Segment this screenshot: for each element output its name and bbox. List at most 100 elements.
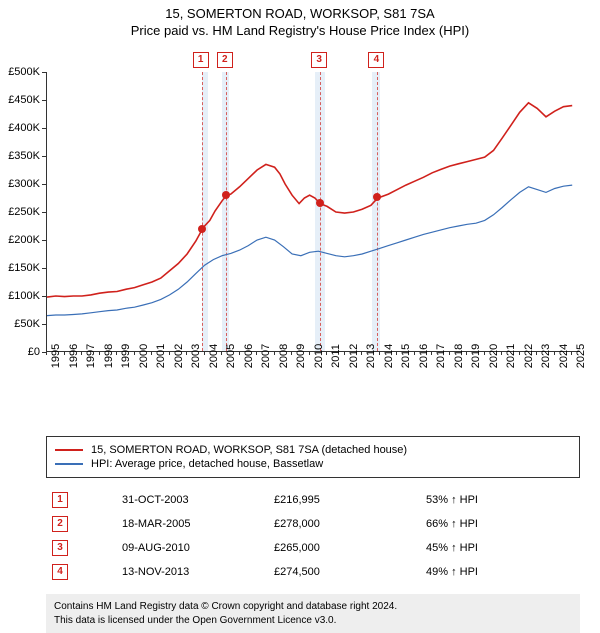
sale-number-badge: 3 [52,540,68,556]
sale-hpi-delta: 66% ↑ HPI [420,512,580,536]
table-row: 3 09-AUG-2010£265,00045% ↑ HPI [46,536,580,560]
y-axis-label: £100K [8,290,40,302]
y-tick [42,240,46,241]
x-axis-label: 2009 [295,344,307,368]
sale-marker-label: 3 [311,52,327,68]
x-tick [291,351,292,355]
x-tick [221,351,222,355]
x-tick [554,351,555,355]
sale-price: £216,995 [268,488,420,512]
legend-swatch [55,449,83,451]
x-axis-label: 2001 [155,344,167,368]
legend-label: HPI: Average price, detached house, Bass… [91,458,323,470]
x-axis-label: 2015 [400,344,412,368]
sale-hpi-delta: 53% ↑ HPI [420,488,580,512]
legend-swatch [55,463,83,465]
x-tick [116,351,117,355]
x-axis-label: 2022 [523,344,535,368]
y-axis-label: £500K [8,66,40,78]
x-axis-label: 2013 [365,344,377,368]
x-axis-label: 2016 [418,344,430,368]
y-tick [42,72,46,73]
x-tick [151,351,152,355]
y-axis-label: £200K [8,234,40,246]
sale-date: 09-AUG-2010 [116,536,268,560]
x-axis-label: 1999 [120,344,132,368]
y-axis-label: £400K [8,122,40,134]
x-tick [431,351,432,355]
x-tick [239,351,240,355]
x-axis-label: 2018 [453,344,465,368]
x-tick [46,351,47,355]
y-tick [42,296,46,297]
y-tick [42,268,46,269]
legend-label: 15, SOMERTON ROAD, WORKSOP, S81 7SA (det… [91,444,407,456]
chart-area: 1234£0£50K£100K£150K£200K£250K£300K£350K… [46,42,580,382]
table-row: 2 18-MAR-2005£278,00066% ↑ HPI [46,512,580,536]
table-row: 413-NOV-2013£274,50049% ↑ HPI [46,560,580,584]
y-tick [42,128,46,129]
sale-hpi-delta: 45% ↑ HPI [420,536,580,560]
x-tick [536,351,537,355]
sales-table: 1 31-OCT-2003£216,99553% ↑ HPI 2 18-MAR-200… [46,488,580,584]
x-tick [571,351,572,355]
x-tick [396,351,397,355]
series-line-subject [47,103,572,297]
y-tick [42,212,46,213]
x-axis-label: 2023 [540,344,552,368]
sale-hpi-delta: 49% ↑ HPI [420,560,580,584]
y-tick [42,100,46,101]
x-axis-label: 2004 [208,344,220,368]
sale-marker-label: 1 [193,52,209,68]
sale-number-badge: 2 [52,516,68,532]
sale-date: 31-OCT-2003 [116,488,268,512]
x-tick [466,351,467,355]
x-axis-label: 2006 [243,344,255,368]
x-tick [309,351,310,355]
y-axis-label: £150K [8,262,40,274]
y-axis-label: £250K [8,206,40,218]
x-axis-label: 2021 [505,344,517,368]
sale-number-badge: 1 [52,492,68,508]
footer-attribution: Contains HM Land Registry data © Crown c… [46,594,580,633]
x-tick [274,351,275,355]
chart-svg [47,72,580,351]
table-row: 1 31-OCT-2003£216,99553% ↑ HPI [46,488,580,512]
x-axis-label: 2012 [348,344,360,368]
sale-marker-dot [198,225,206,233]
x-axis-label: 2011 [330,344,342,368]
y-axis-label: £350K [8,150,40,162]
x-tick [134,351,135,355]
x-tick [361,351,362,355]
x-tick [414,351,415,355]
plot-area [46,72,580,352]
x-tick [344,351,345,355]
x-tick [99,351,100,355]
sale-marker-dot [316,199,324,207]
y-axis-label: £50K [14,318,40,330]
legend-item: 15, SOMERTON ROAD, WORKSOP, S81 7SA (det… [55,444,571,456]
series-line-hpi [47,185,572,316]
y-tick [42,324,46,325]
y-axis-label: £450K [8,94,40,106]
sale-date: 18-MAR-2005 [116,512,268,536]
x-axis-label: 2010 [313,344,325,368]
sale-marker-dot [222,191,230,199]
y-tick [42,156,46,157]
x-axis-label: 1995 [50,344,62,368]
y-axis-label: £0 [28,346,40,358]
chart-subtitle: Price paid vs. HM Land Registry's House … [0,23,600,38]
footer-line-2: This data is licensed under the Open Gov… [54,614,572,628]
legend-item: HPI: Average price, detached house, Bass… [55,458,571,470]
sale-price: £278,000 [268,512,420,536]
sale-price: £265,000 [268,536,420,560]
sale-marker-label: 2 [217,52,233,68]
x-tick [449,351,450,355]
x-axis-label: 2000 [138,344,150,368]
x-axis-label: 2002 [173,344,185,368]
sale-price: £274,500 [268,560,420,584]
x-tick [204,351,205,355]
footer-line-1: Contains HM Land Registry data © Crown c… [54,600,572,614]
x-axis-label: 2014 [383,344,395,368]
legend: 15, SOMERTON ROAD, WORKSOP, S81 7SA (det… [46,436,580,478]
